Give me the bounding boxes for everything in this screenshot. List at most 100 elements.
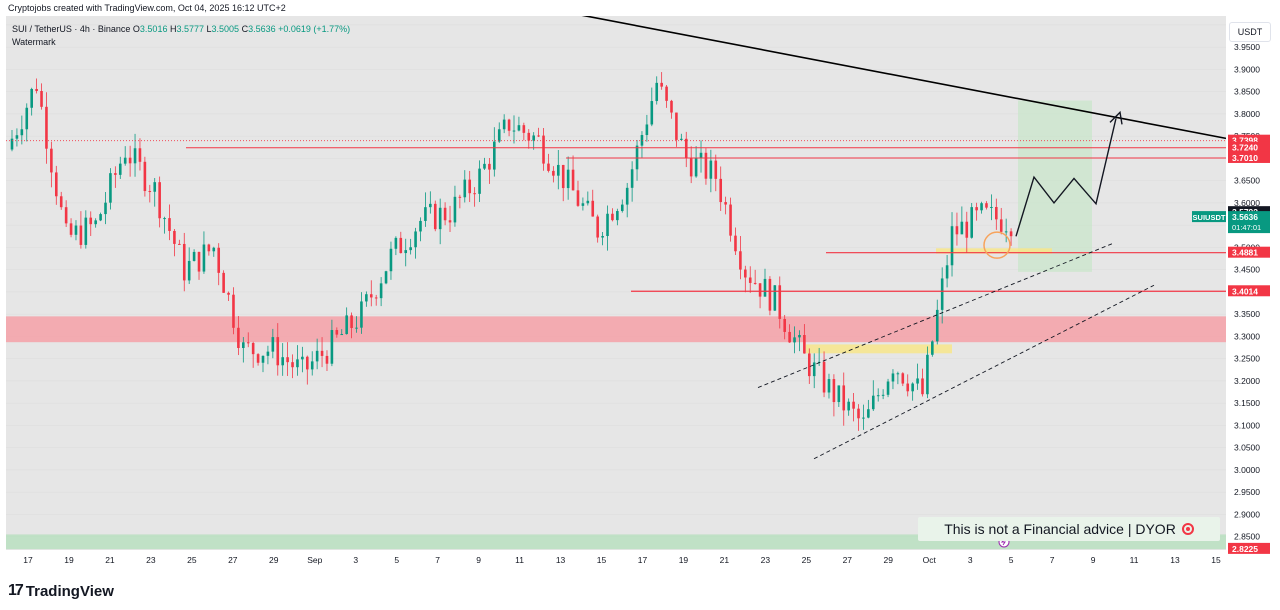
candle: [1004, 231, 1008, 233]
candle: [561, 164, 565, 189]
candle: [940, 278, 944, 310]
target-icon: [1181, 523, 1194, 535]
x-tick-label: Sep: [307, 555, 322, 565]
target-box: [1018, 100, 1092, 272]
price-chart[interactable]: 4.00003.95003.90003.85003.80003.75003.70…: [6, 1, 1278, 570]
candle: [178, 243, 181, 245]
candle: [64, 207, 68, 224]
candle: [69, 223, 73, 235]
candle: [305, 356, 309, 370]
candle: [807, 353, 811, 377]
candle: [394, 237, 398, 249]
candle: [753, 282, 757, 284]
candle: [232, 294, 235, 328]
price-label: 3.4014: [1232, 286, 1258, 296]
candle: [355, 327, 358, 329]
chart-area[interactable]: 4.00003.95003.90003.85003.80003.75003.70…: [6, 1, 1278, 570]
candle: [827, 379, 831, 393]
drawings: [6, 1, 1227, 548]
candle: [25, 107, 29, 130]
x-tick-label: 19: [64, 555, 74, 565]
candle: [507, 119, 511, 131]
candle: [970, 207, 974, 238]
candle: [999, 219, 1003, 232]
candle: [360, 301, 363, 328]
candle: [217, 247, 221, 273]
x-tick-label: 25: [802, 555, 812, 565]
candle: [173, 230, 176, 244]
candle: [739, 251, 742, 270]
price-label-bg: [1228, 542, 1270, 554]
candle: [596, 216, 599, 238]
y-tick-label: 3.6000: [1234, 198, 1260, 208]
channel-line-upper: [757, 242, 1115, 388]
candle: [670, 100, 673, 113]
candle: [374, 297, 378, 299]
candle: [847, 401, 850, 411]
candle: [128, 157, 132, 164]
candle: [123, 157, 127, 164]
candle: [497, 129, 501, 142]
y-tick-label: 3.8500: [1234, 87, 1260, 97]
candle: [138, 148, 142, 162]
y-tick-label: 2.9500: [1234, 487, 1260, 497]
x-tick-label: 29: [884, 555, 894, 565]
candle: [867, 409, 870, 418]
zone-resistance: [6, 316, 1226, 343]
candle: [429, 203, 432, 208]
candle: [227, 292, 230, 295]
candle: [842, 385, 846, 411]
candle: [276, 337, 280, 366]
candle: [114, 173, 117, 175]
candle: [379, 283, 383, 299]
candle: [399, 237, 403, 254]
candle: [99, 214, 102, 221]
candle: [414, 231, 417, 248]
x-tick-label: 29: [269, 555, 279, 565]
x-tick-label: 11: [515, 555, 524, 565]
candle: [345, 315, 348, 335]
candle: [699, 152, 703, 159]
candle: [182, 243, 186, 281]
candle: [365, 294, 368, 302]
currency-button[interactable]: USDT: [1229, 22, 1271, 42]
candle: [896, 373, 900, 375]
candle: [168, 218, 171, 231]
x-tick-label: 3: [968, 555, 973, 565]
tradingview-logo[interactable]: 17 TradingView: [8, 582, 114, 600]
candle: [389, 248, 393, 272]
candle: [286, 357, 289, 363]
candle: [852, 401, 855, 409]
candle: [84, 217, 88, 245]
candle: [714, 160, 718, 179]
candle: [704, 152, 708, 179]
candle: [30, 88, 33, 108]
x-tick-label: 5: [394, 555, 399, 565]
candle: [242, 342, 245, 349]
candle: [291, 362, 294, 368]
candle: [256, 354, 260, 363]
candle: [995, 206, 998, 220]
candle: [50, 148, 53, 173]
candle: [74, 225, 78, 235]
candle: [611, 213, 614, 221]
candle: [945, 265, 949, 279]
candle: [763, 278, 767, 297]
candle: [601, 235, 604, 238]
legend-close-label: C: [241, 24, 249, 34]
candle: [89, 217, 93, 225]
candle: [517, 125, 521, 131]
tv-logo-icon: 17: [8, 582, 24, 599]
candle: [783, 318, 786, 332]
y-tick-label: 3.3000: [1234, 331, 1260, 341]
highlight-zone: [936, 248, 1052, 254]
candle: [778, 285, 782, 319]
candle: [325, 355, 329, 364]
candle: [542, 135, 545, 164]
x-tick-label: 27: [228, 555, 238, 565]
x-tick-label: 23: [146, 555, 156, 565]
candle: [468, 179, 472, 194]
candle: [871, 395, 875, 410]
candle: [537, 135, 540, 137]
y-tick-label: 3.9500: [1234, 42, 1260, 52]
